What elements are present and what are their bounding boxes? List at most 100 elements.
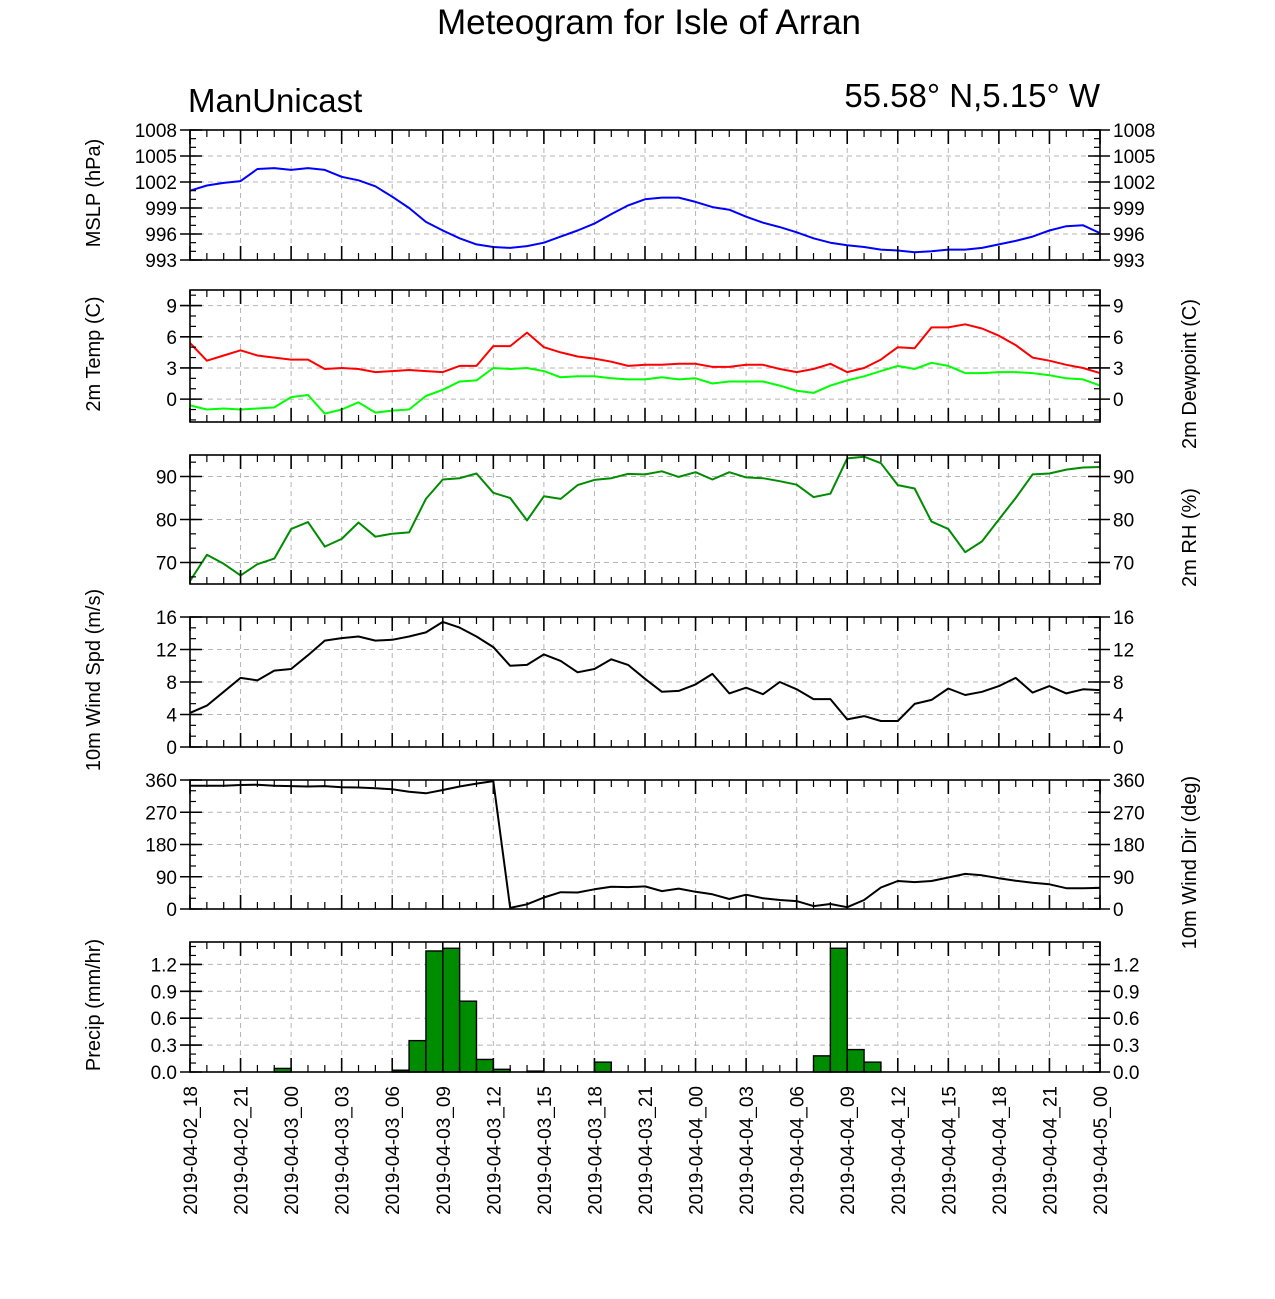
x-tick-label: 2019-04-04_15 [939,1086,960,1215]
wind-speed-panel: 0 0 4 4 8 8 12 12 16 16 10m Wind Spd (m/s) [83,589,1134,771]
y-tick-label-right: 1002 [1113,173,1155,194]
y-tick-label: 1008 [135,121,177,142]
y-tick-label: 0.9 [151,982,177,1003]
wind-dir-panel: 0 0 90 90 180 180 270 270 360 360 10m Wind Dir (de… [145,771,1201,949]
y-tick-label-right: 0.3 [1113,1036,1139,1057]
precip-panel: 0.0 0.0 0.3 0.3 0.6 0.6 0.9 0.9 1.2 1.2 Precip (mm… [83,939,1139,1084]
y-tick-label: 4 [166,706,177,727]
y-tick-label: 0.0 [151,1063,177,1084]
temp-ylabel: 2m Temp (C) [83,296,105,411]
wind-dir-ylabel-right: 10m Wind Dir (deg) [1179,776,1201,949]
x-tick-label: 2019-04-02_18 [181,1086,202,1215]
y-tick-label-right: 360 [1113,771,1145,792]
y-tick-label: 8 [166,673,177,694]
y-tick-label-right: 0 [1113,390,1124,411]
rh-series-line-0 [189,455,1101,582]
y-tick-label-right: 90 [1113,468,1134,489]
chart-title: Meteogram for Isle of Arran [437,3,861,42]
y-tick-label: 0.6 [151,1009,177,1030]
y-tick-label-right: 90 [1113,868,1134,889]
precip-bar [863,1061,882,1073]
y-tick-label-right: 270 [1113,803,1145,824]
y-tick-label-right: 1005 [1113,147,1155,168]
temp-ylabel-right: 2m Dewpoint (C) [1179,299,1201,449]
y-tick-label-right: 993 [1113,251,1145,272]
x-tick-label: 2019-04-04_03 [737,1086,758,1215]
x-tick-label: 2019-04-03_12 [484,1086,505,1215]
x-tick-label: 2019-04-04_18 [990,1086,1011,1215]
precip-bar [593,1061,612,1073]
y-tick-label: 70 [156,554,177,575]
y-tick-label: 16 [156,608,177,629]
precip-ylabel: Precip (mm/hr) [83,939,105,1071]
x-tick-label: 2019-04-04_06 [788,1086,809,1215]
y-tick-label: 12 [156,641,177,662]
precip-bar [442,947,461,1073]
wind-speed-series-line-0 [189,620,1101,722]
location-label: 55.58° N,5.15° W [844,77,1101,114]
x-tick-label: 2019-04-03_03 [333,1086,354,1215]
x-tick-label: 2019-04-02_21 [232,1086,253,1215]
temp-series-line-1 [189,361,1101,415]
y-tick-label-right: 80 [1113,511,1134,532]
y-tick-label-right: 16 [1113,608,1134,629]
rh-ylabel-right: 2m RH (%) [1179,488,1201,587]
y-tick-label-right: 0.6 [1113,1009,1139,1030]
y-tick-label-right: 1008 [1113,121,1155,142]
y-tick-label: 1.2 [151,955,177,976]
precip-bar [458,1000,478,1073]
model-label: ManUnicast [188,82,362,119]
x-tick-label: 2019-04-03_00 [282,1086,303,1215]
temp-series-line-0 [189,323,1101,375]
y-tick-label: 1002 [135,173,177,194]
y-tick-label: 80 [156,511,177,532]
x-tick-label: 2019-04-03_06 [383,1086,404,1215]
precip-bar [812,1055,832,1073]
y-tick-label-right: 0.9 [1113,982,1139,1003]
mslp-panel: 993 993 996 996 999 999 1002 1002 1005 1005 1008 10… [83,121,1155,272]
x-tick-label: 2019-04-03_21 [636,1086,657,1215]
y-tick-label-right: 0 [1113,900,1124,921]
precip-bar [408,1039,427,1073]
x-tick-label: 2019-04-03_15 [535,1086,556,1215]
y-tick-label: 6 [166,328,177,349]
x-tick-label: 2019-04-04_12 [889,1086,910,1215]
y-tick-label: 270 [145,803,177,824]
y-tick-label: 0 [166,390,177,411]
y-tick-label: 360 [145,771,177,792]
x-tick-label: 2019-04-04_21 [1040,1086,1061,1215]
x-tick-label: 2019-04-03_18 [585,1086,606,1215]
y-tick-label: 999 [145,199,177,220]
mslp-ylabel: MSLP (hPa) [83,139,105,248]
temp-panel: 0 0 3 3 6 6 9 9 2m Temp (C) 2m Dewpoint (C) [83,289,1201,449]
wind-speed-ylabel: 10m Wind Spd (m/s) [83,589,105,771]
precip-bar [846,1048,865,1073]
x-tick-label: 2019-04-03_09 [434,1086,455,1215]
x-tick-label: 2019-04-05_00 [1091,1086,1112,1215]
y-tick-label: 9 [166,297,177,318]
y-tick-label-right: 70 [1113,554,1134,575]
y-tick-label-right: 996 [1113,225,1145,246]
y-tick-label-right: 0.0 [1113,1063,1139,1084]
rh-panel: 70 70 80 80 90 90 2m RH (%) [156,454,1201,587]
y-tick-label: 993 [145,251,177,272]
time-axis: 2019-04-02_18 2019-04-02_21 2019-04-03_00 2… [181,1086,1112,1215]
y-tick-label-right: 8 [1113,673,1124,694]
precip-bar [829,947,848,1073]
precip-bar [475,1058,495,1073]
y-tick-label-right: 1.2 [1113,955,1139,976]
x-tick-label: 2019-04-04_00 [687,1086,708,1215]
y-tick-label: 0 [166,900,177,921]
y-tick-label: 3 [166,359,177,380]
y-tick-label: 1005 [135,147,177,168]
y-tick-label-right: 12 [1113,641,1134,662]
y-tick-label-right: 6 [1113,328,1124,349]
y-tick-label: 996 [145,225,177,246]
y-tick-label-right: 0 [1113,738,1124,759]
y-tick-label-right: 180 [1113,836,1145,857]
y-tick-label: 180 [145,836,177,857]
y-tick-label-right: 4 [1113,706,1124,727]
x-tick-label: 2019-04-04_09 [838,1086,859,1215]
